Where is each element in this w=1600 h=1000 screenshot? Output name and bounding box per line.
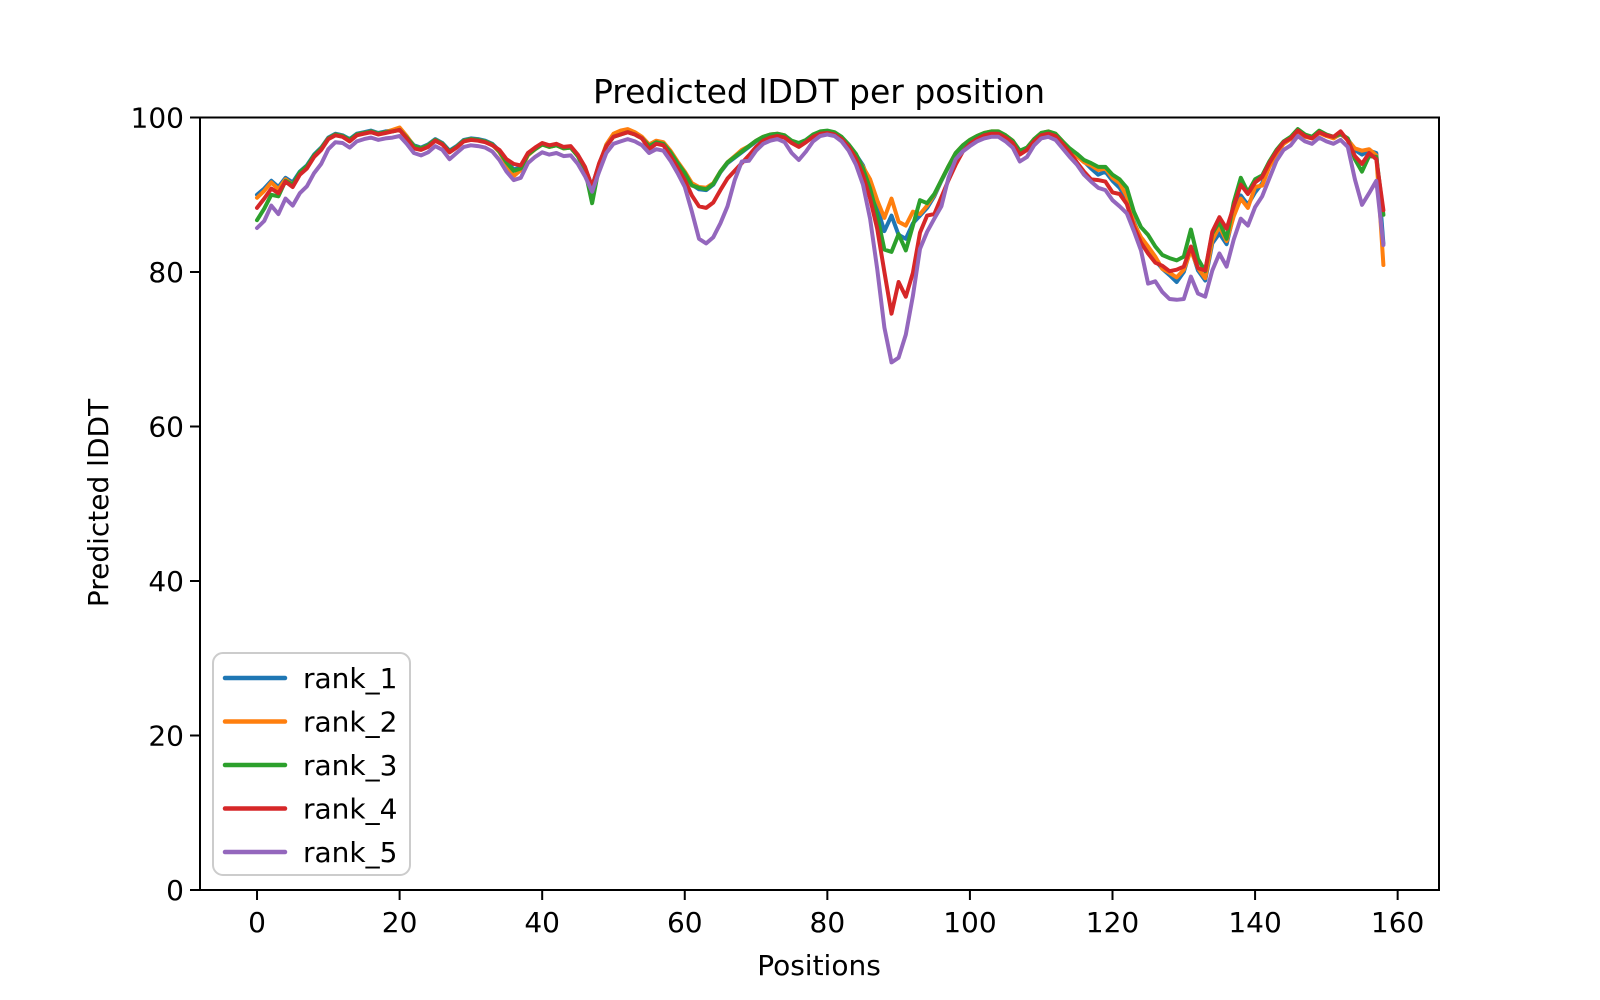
x-tick-label-100: 100 — [943, 906, 996, 939]
legend-label-rank_2: rank_2 — [303, 706, 397, 739]
legend-frame — [212, 652, 411, 876]
y-tick-label-20: 20 — [148, 720, 184, 753]
y-tick-label-100: 100 — [131, 102, 184, 135]
legend-label-rank_4: rank_4 — [303, 793, 397, 826]
x-tick-label-160: 160 — [1371, 906, 1424, 939]
series-rank_4 — [255, 127, 1386, 316]
y-tick-label-80: 80 — [148, 256, 184, 289]
y-tick-label-60: 60 — [148, 411, 184, 444]
x-tick-label-140: 140 — [1228, 906, 1281, 939]
plot-spines — [199, 116, 1440, 891]
x-tick-label-60: 60 — [667, 906, 703, 939]
chart-title: Predicted lDDT per position — [593, 72, 1045, 111]
y-axis-ticks: 0 20 40 60 80 100 — [131, 102, 200, 907]
y-tick-label-40: 40 — [148, 565, 184, 598]
x-tick-label-80: 80 — [810, 906, 846, 939]
legend-label-rank_5: rank_5 — [303, 836, 397, 869]
x-tick-label-0: 0 — [248, 906, 266, 939]
y-axis-label: Predicted lDDT — [82, 398, 115, 607]
series-rank_3 — [255, 127, 1386, 274]
legend-label-rank_3: rank_3 — [303, 749, 397, 782]
x-tick-label-20: 20 — [382, 906, 418, 939]
series-rank_2 — [255, 125, 1386, 281]
legend-label-rank_1: rank_1 — [303, 662, 397, 695]
x-axis-label: Positions — [757, 949, 881, 982]
plot-lines — [255, 125, 1386, 365]
x-tick-label-40: 40 — [524, 906, 560, 939]
y-tick-label-0: 0 — [166, 874, 184, 907]
x-axis-ticks: 0 20 40 60 80 100 120 140 160 — [248, 890, 1424, 939]
x-tick-label-120: 120 — [1086, 906, 1139, 939]
series-rank_5 — [255, 132, 1386, 365]
legend: rank_1 rank_2 rank_3 rank_4 rank_5 — [212, 652, 411, 876]
